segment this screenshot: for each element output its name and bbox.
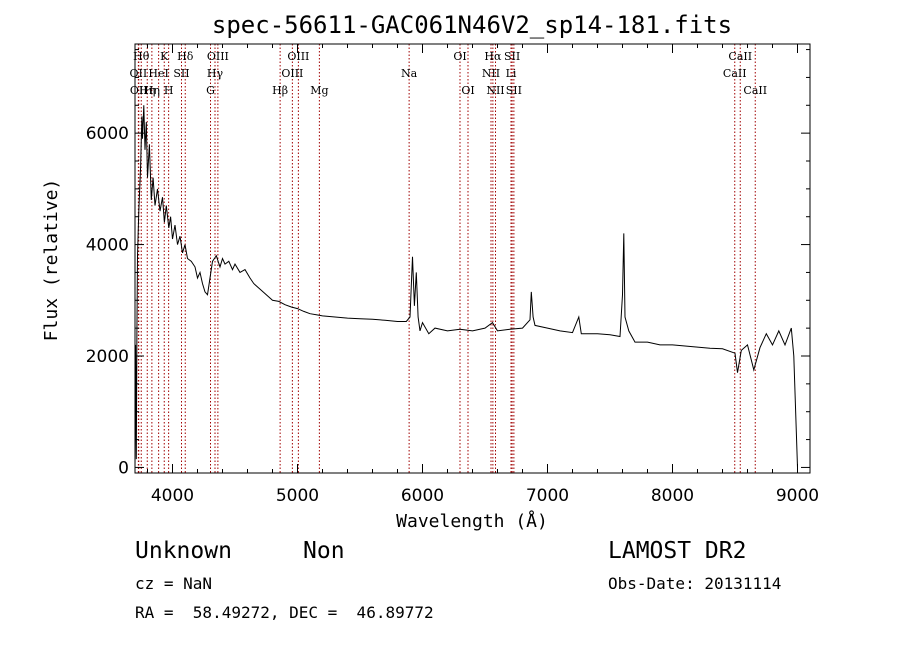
reference-line-label: Mg: [310, 84, 328, 97]
x-tick-label: 8000: [651, 486, 694, 506]
reference-line-label: G: [206, 84, 215, 97]
x-tick-label: 6000: [401, 486, 444, 506]
x-tick-label: 9000: [776, 486, 819, 506]
y-axis-label: Flux (relative): [41, 179, 62, 342]
reference-line-label: Li: [506, 67, 517, 80]
reference-lines: [137, 44, 756, 473]
y-tick-label: 2000: [86, 347, 129, 367]
reference-line-label: NII: [482, 67, 500, 80]
x-tick-label: 4000: [151, 486, 194, 506]
y-axis-ticks: 0 2000 4000 6000: [86, 49, 810, 478]
reference-line-label: OI: [453, 50, 466, 63]
y-tick-label: 4000: [86, 236, 129, 256]
reference-line-label: OIII: [287, 50, 309, 63]
reference-line-label: SII: [504, 50, 520, 63]
reference-line-label: Hβ: [272, 84, 288, 97]
object-subclass: Non: [303, 538, 345, 564]
reference-line-label: Hδ: [177, 50, 194, 63]
survey-name: LAMOST DR2: [608, 538, 747, 564]
x-axis-ticks: 4000 5000 6000 7000 8000 9000: [147, 44, 819, 506]
reference-line-label: OII: [130, 67, 148, 80]
redshift-text: cz = NaN: [135, 574, 213, 593]
reference-line-label: Hθ: [133, 50, 150, 63]
reference-line-label: SII: [173, 67, 189, 80]
spectrum-series-line: [134, 105, 798, 468]
reference-line-label: Hη: [144, 84, 160, 97]
x-tick-label: 7000: [526, 486, 569, 506]
reference-line-label: Hγ: [207, 67, 224, 80]
reference-line-label: CaII: [743, 84, 767, 97]
reference-line-label: HeI: [148, 67, 168, 80]
reference-line-label: OIII: [281, 67, 303, 80]
reference-line-label: Hη: [139, 84, 155, 97]
reference-line-label: CaII: [728, 50, 752, 63]
reference-line-label: Na: [401, 67, 418, 80]
y-tick-label: 6000: [86, 124, 129, 144]
reference-line-label: OIII: [207, 50, 229, 63]
reference-line-label: NII: [486, 84, 504, 97]
x-tick-label: 5000: [276, 486, 319, 506]
reference-line-label: OII: [130, 84, 148, 97]
reference-line-label: CaII: [723, 67, 747, 80]
reference-line-label: Hα: [484, 50, 502, 63]
plot-frame: [134, 43, 811, 474]
chart-title: spec-56611-GAC061N46V2_sp14-181.fits: [212, 11, 732, 39]
y-tick-label: 0: [118, 458, 129, 478]
coordinates-text: RA = 58.49272, DEC = 46.89772: [135, 603, 434, 622]
reference-line-label: OI: [461, 84, 474, 97]
x-axis-label: Wavelength (Å): [396, 510, 548, 532]
reference-line-label: H: [164, 84, 174, 97]
reference-line-label: SII: [506, 84, 522, 97]
reference-line-label: K: [160, 50, 169, 63]
observation-date: Obs-Date: 20131114: [608, 574, 782, 593]
object-class: Unknown: [135, 538, 232, 564]
